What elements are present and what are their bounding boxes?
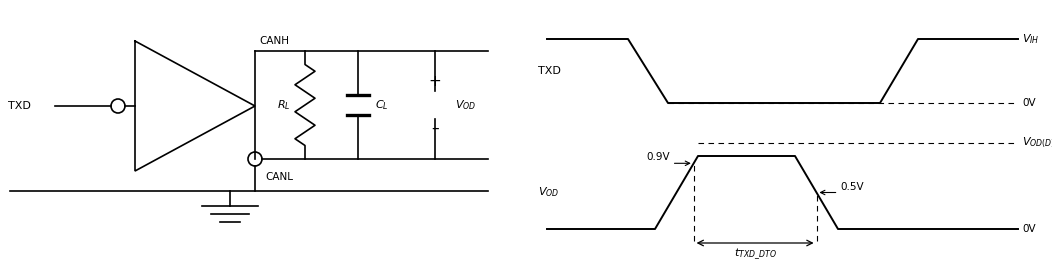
Text: +: + <box>428 74 442 90</box>
Text: $C_L$: $C_L$ <box>375 98 388 112</box>
Text: TXD: TXD <box>538 66 561 76</box>
Text: TXD: TXD <box>8 101 31 111</box>
Text: 0V: 0V <box>1021 224 1035 234</box>
Text: 0.9V: 0.9V <box>646 152 670 162</box>
Text: CANL: CANL <box>265 172 294 182</box>
Text: CANH: CANH <box>259 36 289 46</box>
Text: $t_{TXD\_DTO}$: $t_{TXD\_DTO}$ <box>733 247 776 261</box>
Text: 0.5V: 0.5V <box>841 181 864 192</box>
Text: $V_{OD(D)}$: $V_{OD(D)}$ <box>1021 136 1052 150</box>
Text: 0V: 0V <box>1021 98 1035 108</box>
Text: $V_{IH}$: $V_{IH}$ <box>1021 32 1039 46</box>
Text: $R_L$: $R_L$ <box>278 98 291 112</box>
Text: $V_{OD}$: $V_{OD}$ <box>456 98 477 112</box>
Text: –: – <box>431 121 439 135</box>
Text: $V_{OD}$: $V_{OD}$ <box>538 186 560 199</box>
